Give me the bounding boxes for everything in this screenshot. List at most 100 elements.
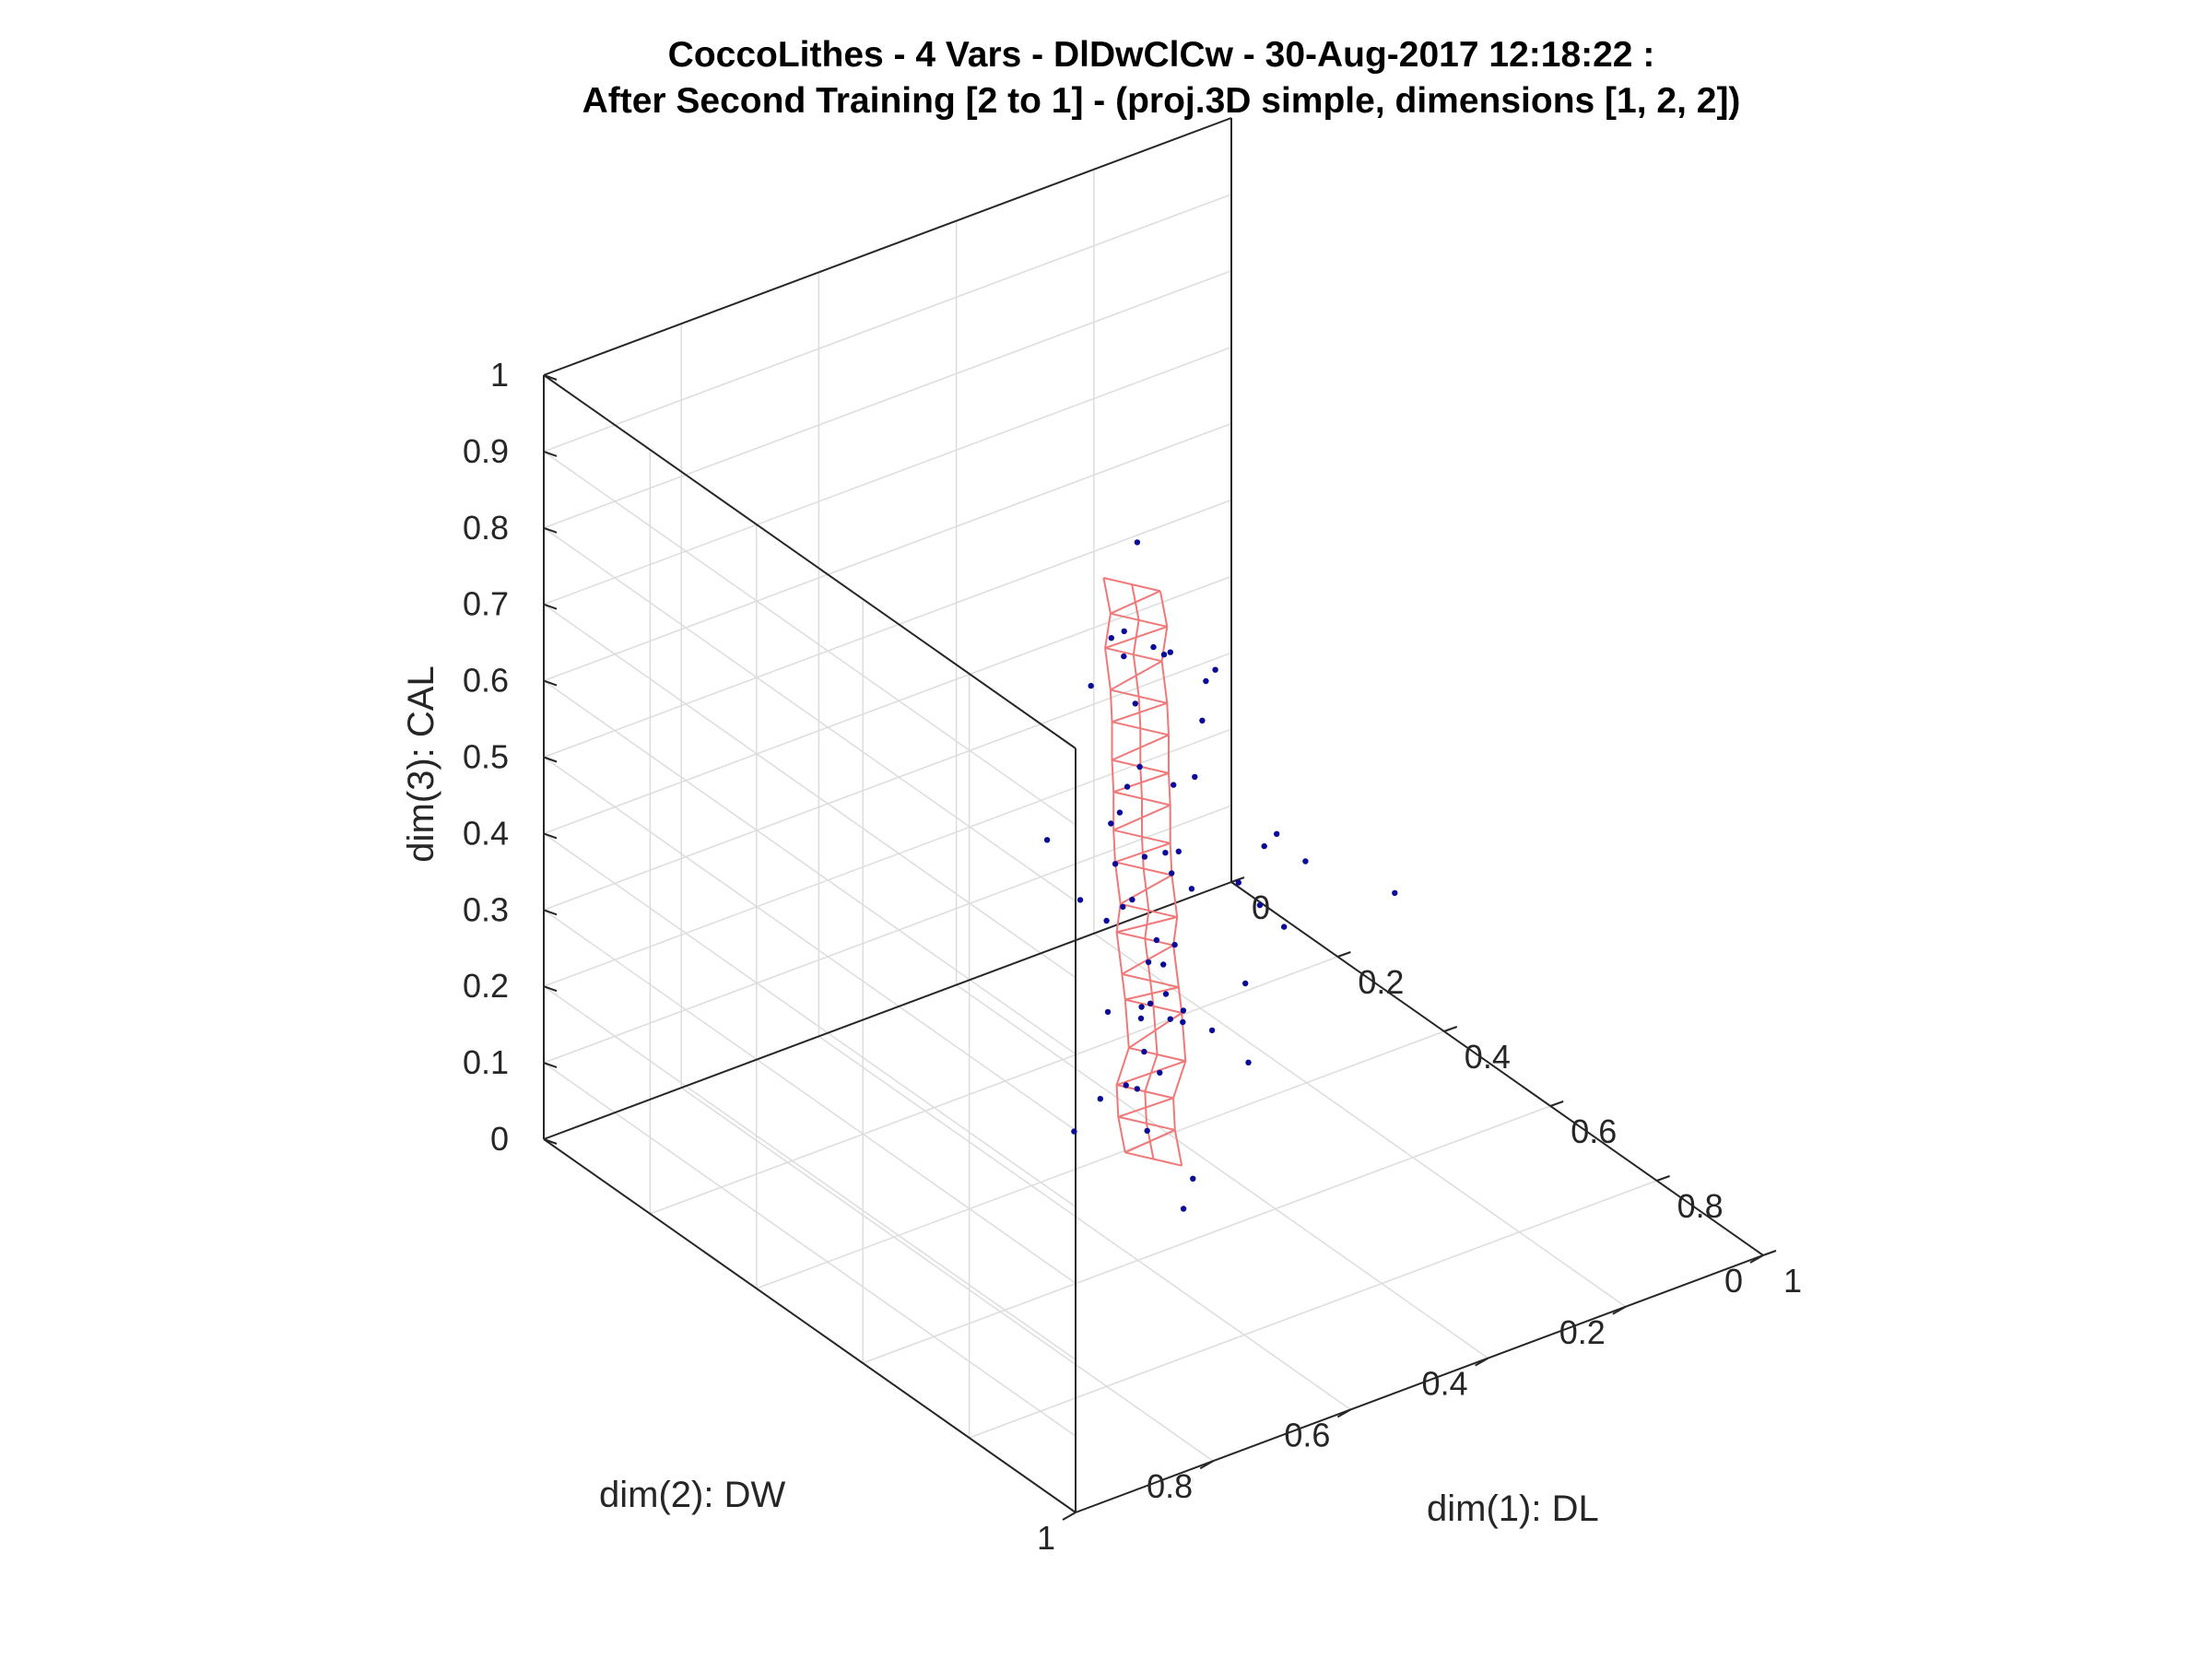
data-point xyxy=(1188,886,1195,892)
data-point xyxy=(1124,783,1131,790)
data-point xyxy=(1175,848,1182,854)
data-point xyxy=(1043,837,1051,843)
mesh-rung xyxy=(1124,998,1182,1014)
y-tick-mark xyxy=(1336,1408,1351,1418)
data-point xyxy=(1302,858,1309,865)
axes-box-edge xyxy=(543,1138,1077,1513)
wall-gridline-z xyxy=(543,1062,1077,1437)
z-tick-mark xyxy=(543,526,558,534)
mesh-cross xyxy=(1112,701,1168,724)
z-tick-mark xyxy=(543,603,558,610)
y-tick-label: 0.2 xyxy=(1559,1313,1606,1351)
data-point xyxy=(1157,1069,1163,1077)
data-point xyxy=(1167,1016,1174,1022)
wall-gridline-z xyxy=(543,194,1232,453)
z-tick-label: 0.3 xyxy=(463,890,509,928)
mesh-rung xyxy=(1103,577,1161,593)
mesh-rung xyxy=(1114,861,1172,877)
z-tick-mark xyxy=(543,1062,558,1069)
z-tick-label: 0 xyxy=(490,1120,509,1158)
mesh-rung xyxy=(1120,902,1178,919)
mesh-cross xyxy=(1124,986,1180,1001)
z-tick-label: 0.2 xyxy=(463,967,509,1005)
z-tick-mark xyxy=(543,1138,558,1145)
data-point xyxy=(1169,870,1175,877)
data-point xyxy=(1180,1018,1186,1026)
x-tick-label: 0.2 xyxy=(1358,963,1404,1001)
y-tick-label: 0.4 xyxy=(1422,1365,1468,1403)
axes-box-edge xyxy=(1075,1254,1764,1513)
data-point xyxy=(1242,980,1249,987)
z-tick-mark xyxy=(543,450,558,457)
data-point xyxy=(1121,653,1127,660)
data-point xyxy=(1171,941,1178,948)
data-point xyxy=(1141,853,1148,860)
axes-box xyxy=(543,117,1777,1521)
mesh-cross xyxy=(1128,1012,1182,1049)
data-point xyxy=(1245,1059,1252,1066)
z-tick-label: 0.6 xyxy=(463,662,509,700)
mesh-cross xyxy=(1112,804,1171,831)
axes-box-edge xyxy=(1230,881,1764,1256)
data-point xyxy=(1147,1000,1154,1007)
x-tick-label: 0 xyxy=(1252,888,1270,926)
mesh-rung xyxy=(1124,1151,1182,1167)
data-point xyxy=(1167,649,1174,655)
floor-gridline-y xyxy=(956,983,1489,1359)
data-point xyxy=(1180,1007,1187,1014)
z-tick-label: 0.4 xyxy=(463,814,509,852)
mesh-cross xyxy=(1112,771,1170,794)
z-tick-mark xyxy=(543,985,558,993)
wall-gridline-z xyxy=(543,270,1232,529)
x-tick-mark xyxy=(1549,1100,1564,1107)
z-tick-label: 0.9 xyxy=(463,432,509,470)
chart-title-line-2: After Second Training [2 to 1] - (proj.3… xyxy=(582,81,1741,121)
wall-gridline-z xyxy=(543,985,1077,1360)
z-tick-mark xyxy=(543,832,558,840)
grid-layer xyxy=(543,117,1764,1513)
data-point xyxy=(1190,1175,1196,1182)
wall-gridline-z xyxy=(543,451,1077,826)
mesh-rung xyxy=(1122,972,1180,989)
data-point xyxy=(1153,936,1160,944)
data-point xyxy=(1134,1086,1141,1092)
mesh-cross xyxy=(1116,916,1178,934)
data-point xyxy=(1132,700,1139,707)
floor-gridline-y xyxy=(1093,933,1627,1308)
tick-labels: 0 0.2 0.4 0.6 0.8 1 0 0.2 0.4 0.6 0.8 1 0 0.1 0.2 0.3 0.… xyxy=(463,356,1802,1557)
data-point xyxy=(1199,717,1206,724)
y-axis-label: dim(2): DW xyxy=(599,1475,785,1515)
data-point xyxy=(1145,959,1152,966)
axes-box-edge xyxy=(543,881,1232,1140)
z-tick-mark xyxy=(543,909,558,916)
mesh-cross xyxy=(1117,1097,1174,1118)
y-tick-label: 1 xyxy=(1037,1519,1055,1557)
wall-gridline-z xyxy=(543,422,1232,682)
x-tick-label: 0.6 xyxy=(1571,1112,1617,1150)
data-point xyxy=(1088,682,1094,689)
data-point xyxy=(1203,677,1209,685)
y-tick-label: 0 xyxy=(1724,1262,1743,1300)
z-axis-label: dim(3): CAL xyxy=(401,665,441,862)
y-tick-mark xyxy=(1749,1254,1764,1264)
mesh-cross xyxy=(1112,734,1170,761)
data-point xyxy=(1162,991,1170,997)
z-tick-mark xyxy=(543,679,558,687)
data-point xyxy=(1120,903,1126,911)
x-tick-mark xyxy=(1443,1026,1458,1032)
mesh-cross xyxy=(1124,1129,1176,1154)
data-point xyxy=(1123,1082,1129,1088)
data-point xyxy=(1129,896,1135,903)
data-point xyxy=(1137,1015,1145,1022)
axes-box-edge xyxy=(543,374,1077,749)
mesh-cross xyxy=(1114,841,1171,864)
wall-gridline-z xyxy=(543,527,1077,902)
wall-gridline-z xyxy=(543,652,1232,912)
chart-title-line-1: CoccoLithes - 4 Vars - DlDwClCw - 30-Aug… xyxy=(668,35,1655,75)
data-point xyxy=(1192,773,1198,781)
z-tick-mark xyxy=(543,374,558,381)
wall-gridline-z xyxy=(543,805,1232,1064)
y-tick-mark xyxy=(1475,1357,1489,1367)
wall-gridline-z xyxy=(543,346,1232,606)
wall-gridline-z xyxy=(543,679,1077,1055)
